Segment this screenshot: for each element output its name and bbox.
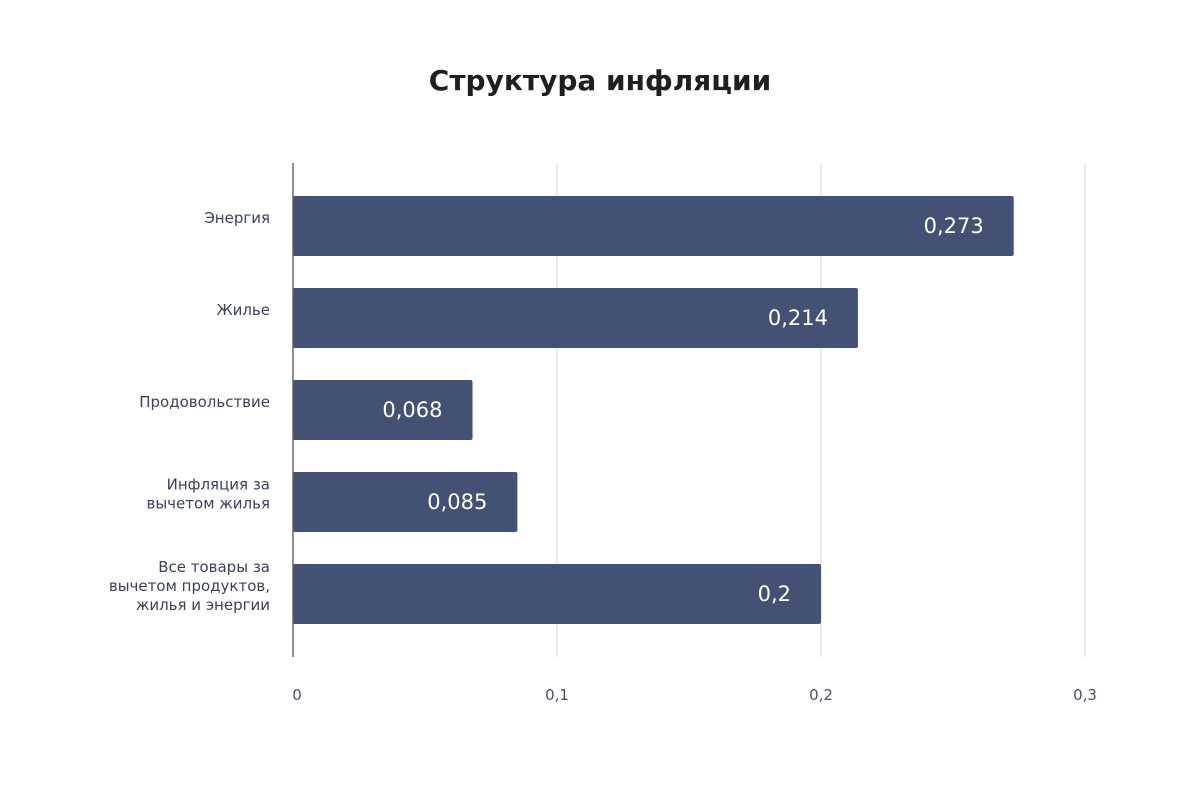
category-label-line: вычетом продуктов,: [109, 577, 270, 595]
bar: [293, 472, 518, 532]
category-label-line: Инфляция за: [167, 476, 270, 494]
bar-value-label: 0,273: [924, 214, 984, 238]
category-label: Жилье: [216, 301, 270, 319]
category-label: Инфляция за вычетом жилья: [147, 476, 271, 513]
chart-title: Структура инфляции: [429, 64, 771, 97]
x-tick-label: 0: [292, 686, 302, 704]
category-label-line: Энергия: [204, 209, 270, 227]
x-tick-labels: 0 0,1 0,2 0,3: [292, 686, 1097, 704]
x-tick-label: 0,1: [545, 686, 569, 704]
bar-value-label: 0,2: [758, 582, 791, 606]
bar-value-label: 0,214: [768, 306, 828, 330]
category-label-line: Все товары за: [158, 558, 270, 576]
bar: [293, 380, 473, 440]
bar: [293, 564, 821, 624]
category-label: Энергия: [204, 209, 270, 227]
category-label-line: вычетом жилья: [147, 495, 271, 513]
bar: [293, 288, 858, 348]
category-label-line: жилья и энергии: [136, 596, 270, 614]
x-tick-label: 0,3: [1073, 686, 1097, 704]
x-tick-label: 0,2: [809, 686, 833, 704]
category-label-line: Продовольствие: [139, 393, 270, 411]
bars: 0,273 0,214 0,068 0,085 0,2: [293, 196, 1014, 624]
bar-value-label: 0,068: [382, 398, 442, 422]
category-label: Все товары за вычетом продуктов, жилья и э…: [109, 558, 270, 614]
bar-value-label: 0,085: [427, 490, 487, 514]
category-label-line: Жилье: [216, 301, 270, 319]
bar: [293, 196, 1014, 256]
category-label: Продовольствие: [139, 393, 270, 411]
